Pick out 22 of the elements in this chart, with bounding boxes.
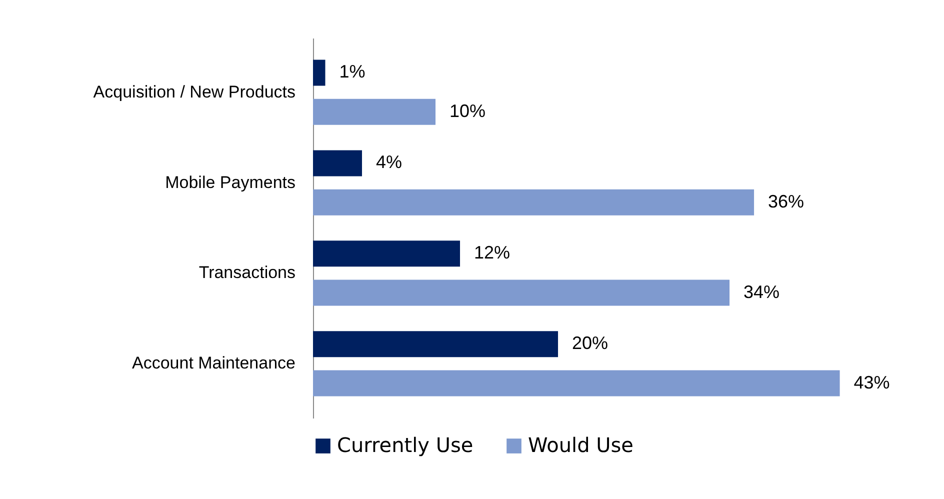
y-tick-label: Account Maintenance xyxy=(132,354,296,373)
legend-label: Currently Use xyxy=(337,433,474,457)
data-label: 4% xyxy=(376,152,402,172)
bar xyxy=(313,280,730,306)
y-tick-label: Mobile Payments xyxy=(165,172,296,192)
bar xyxy=(313,240,460,267)
data-label: 34% xyxy=(744,282,780,302)
data-label: 12% xyxy=(474,242,510,263)
bar xyxy=(313,370,840,396)
bar xyxy=(313,150,362,176)
data-label: 10% xyxy=(450,100,486,121)
data-label: 36% xyxy=(768,191,804,212)
data-label: 20% xyxy=(572,333,608,354)
y-tick-label: Acquisition / New Products xyxy=(93,82,296,102)
y-tick-label: Transactions xyxy=(198,263,296,282)
data-label: 43% xyxy=(854,372,890,392)
legend-label: Would Use xyxy=(528,433,634,457)
bar xyxy=(313,60,326,86)
bar xyxy=(313,98,436,125)
data-label: 1% xyxy=(339,62,366,82)
bar xyxy=(313,189,754,216)
bar xyxy=(313,331,558,358)
